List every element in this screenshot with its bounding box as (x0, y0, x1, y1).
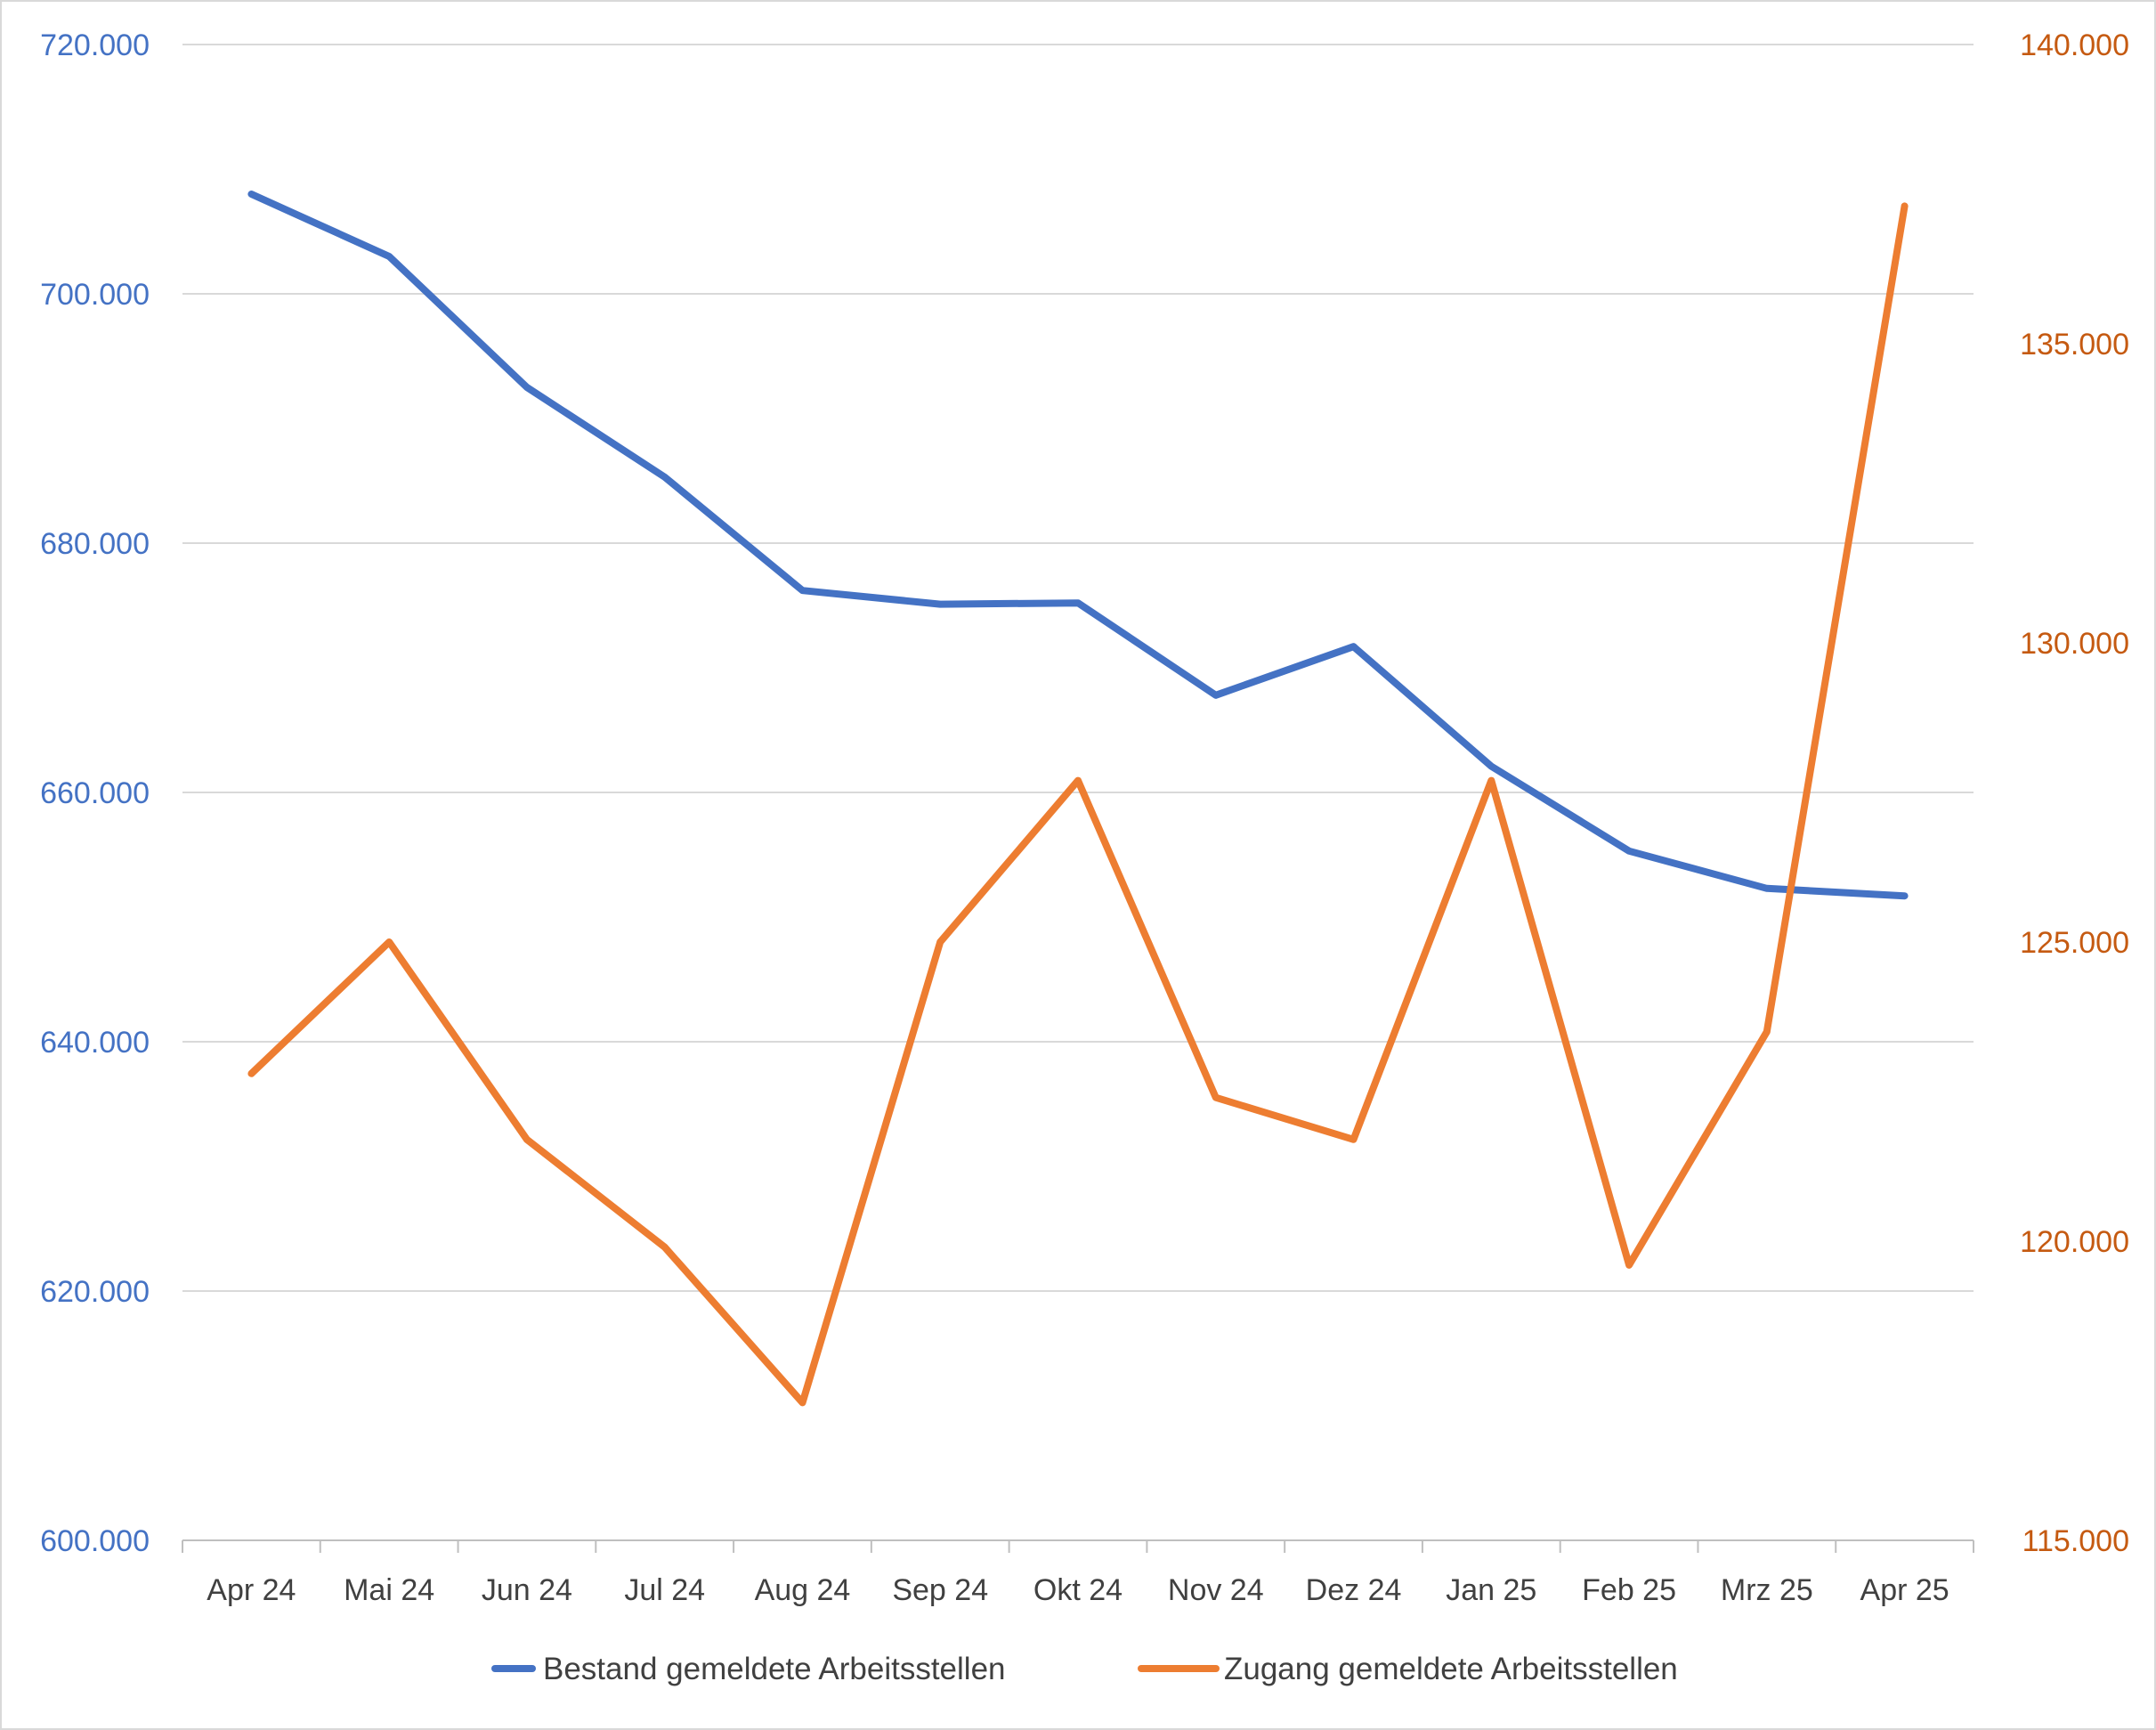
series-line-2 (247, 202, 1909, 1407)
left-y-tick-label: 720.000 (40, 28, 150, 62)
x-tick-label: Apr 25 (1860, 1573, 1949, 1607)
left-y-tick-label: 680.000 (40, 527, 150, 561)
right-y-tick-label: 120.000 (2020, 1225, 2129, 1259)
x-axis (182, 1539, 1974, 1553)
series-line-1 (247, 191, 1909, 900)
series-lines (247, 191, 1909, 1407)
right-y-tick-label: 130.000 (2020, 627, 2129, 661)
x-tick-label: Okt 24 (1033, 1573, 1123, 1607)
x-tick-label: Jun 24 (482, 1573, 572, 1607)
x-tick-label: Sep 24 (892, 1573, 988, 1607)
x-axis-ticks: Apr 24 Mai 24 Jun 24 Jul 24 Aug 24 Sep 24 Okt … (207, 1573, 1949, 1607)
x-tick-label: Jan 25 (1446, 1573, 1536, 1607)
left-y-tick-label: 640.000 (40, 1026, 150, 1060)
x-tick-label: Jul 24 (624, 1573, 705, 1607)
legend-label: Zugang gemeldete Arbeitsstellen (1224, 1652, 1678, 1686)
right-y-tick-label: 115.000 (2022, 1524, 2129, 1558)
legend: Bestand gemeldete Arbeitsstellen Zugang g… (491, 1652, 1678, 1686)
x-tick-label: Nov 24 (1168, 1573, 1264, 1607)
right-y-axis-ticks: 115.000 120.000 125.000 130.000 135.000 140.0… (2020, 28, 2129, 1558)
left-y-tick-label: 700.000 (40, 278, 150, 312)
legend-label: Bestand gemeldete Arbeitsstellen (543, 1652, 1006, 1686)
left-y-axis-ticks: 600.000 620.000 640.000 660.000 680.000 700.0… (40, 28, 150, 1558)
x-tick-label: Mai 24 (344, 1573, 434, 1607)
x-tick-label: Dez 24 (1306, 1573, 1402, 1607)
left-y-tick-label: 660.000 (40, 776, 150, 810)
x-tick-label: Mrz 25 (1721, 1573, 1813, 1607)
left-y-tick-label: 620.000 (40, 1275, 150, 1309)
x-tick-label: Feb 25 (1582, 1573, 1676, 1607)
x-tick-label: Aug 24 (755, 1573, 851, 1607)
gridlines (182, 44, 1974, 1292)
left-y-tick-label: 600.000 (40, 1524, 150, 1558)
x-tick-label: Apr 24 (207, 1573, 296, 1607)
right-y-tick-label: 140.000 (2020, 28, 2129, 62)
right-y-tick-label: 135.000 (2020, 328, 2129, 361)
right-y-tick-label: 125.000 (2020, 926, 2129, 960)
